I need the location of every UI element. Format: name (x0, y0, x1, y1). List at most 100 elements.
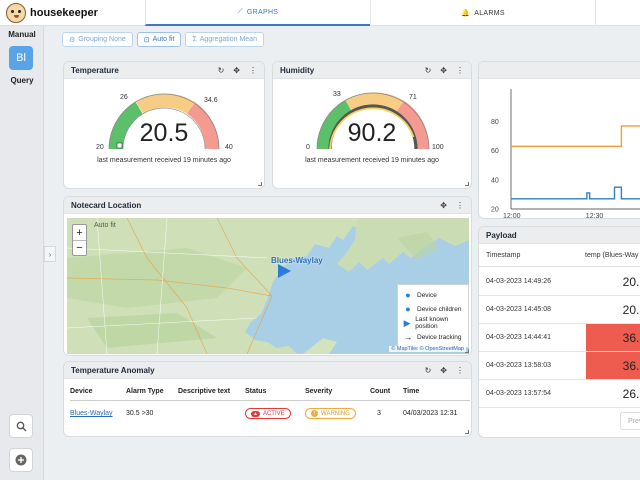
column-header: Timestamp (486, 252, 521, 259)
payload-card: Payload Timestamp temp (Blues-Way 04-03-… (478, 226, 640, 438)
app-logo[interactable]: housekeeper (6, 3, 98, 23)
series-line-0 (511, 125, 640, 148)
prev-page-button[interactable]: Prev (620, 412, 640, 430)
warning-icon: ! (311, 410, 318, 417)
card-title: Humidity (280, 65, 315, 75)
column-header: temp (Blues-Way (585, 252, 639, 259)
move-icon[interactable]: ✥ (233, 65, 240, 75)
temp-cell: 20.5 (622, 274, 640, 289)
gauge-max-label: 40 (225, 144, 233, 151)
time-cell: 04/03/2023 12:31 (403, 410, 458, 417)
grouping-button[interactable]: ⚙ Grouping None (62, 32, 133, 47)
aggregation-label: Aggregation Mean (199, 36, 257, 43)
refresh-icon[interactable]: ↻ (217, 65, 225, 75)
notecard-location-card: Notecard Location ✥ ⋮ + − Auto (63, 196, 472, 356)
column-header: Time (403, 388, 420, 395)
legend-item: → Device tracking (402, 330, 464, 344)
temperature-anomaly-card: Temperature Anomaly ↻ ✥ ⋮ Device Alarm T… (63, 361, 472, 437)
aggregation-button[interactable]: Σ Aggregation Mean (185, 32, 264, 47)
gauge-low-label: 33 (333, 91, 341, 98)
flag-icon[interactable] (277, 264, 293, 280)
gauge-value: 90.2 (347, 119, 397, 147)
more-menu-icon[interactable]: ⋮ (456, 65, 464, 75)
card-title: Payload (486, 230, 517, 240)
refresh-icon[interactable]: ↻ (424, 65, 432, 75)
gauge-min-label: 0 (306, 144, 310, 151)
temp-cell: 26.5 (622, 386, 640, 401)
search-icon (16, 421, 26, 431)
legend-item: ● Device children (402, 302, 464, 316)
gauge-high-label: 34.6 (204, 97, 218, 104)
temperature-card: Temperature ↻ ✥ ⋮ 20 26 34.6 40 20.5 las… (63, 61, 265, 189)
temperature-gauge (108, 93, 220, 150)
rail-query-label: Query (10, 76, 34, 85)
table-row: 04-03-2023 14:44:41 36.5 (479, 324, 640, 352)
pin-icon: ● (405, 290, 411, 300)
move-icon[interactable]: ✥ (440, 200, 447, 210)
resize-handle[interactable] (465, 182, 469, 186)
move-icon[interactable]: ✥ (440, 365, 447, 375)
column-header: Alarm Type (126, 388, 164, 395)
top-bar: housekeeper ⟋ GRAPHS 🔔 ALARMS (0, 0, 640, 26)
arrow-icon: → (403, 332, 413, 342)
bell-icon: 🔔 (461, 10, 471, 17)
zoom-control: + − (72, 224, 87, 256)
map-view[interactable]: + − Auto fit Blues-Waylay ● Device ● Devic… (67, 218, 469, 354)
header-divider (70, 400, 470, 401)
last-measurement-note: last measurement received 19 minutes ago (305, 157, 439, 164)
hamster-logo-icon (6, 3, 26, 23)
series-line-1 (511, 186, 640, 200)
card-header: Temperature Anomaly ↻ ✥ ⋮ (64, 362, 471, 379)
column-header: Severity (305, 388, 333, 395)
legend-item: ▶ Last known position (402, 316, 464, 330)
tab-alarms[interactable]: 🔔 ALARMS (370, 0, 595, 26)
gauge-min-label: 20 (96, 144, 104, 151)
tab-alarms-label: ALARMS (474, 9, 505, 17)
column-header: Count (370, 388, 391, 395)
flag-icon: ▶ (403, 317, 411, 328)
gauge-low-label: 26 (120, 94, 128, 101)
add-button[interactable] (9, 448, 33, 472)
more-menu-icon[interactable]: ⋮ (456, 200, 464, 210)
legend-label: Device tracking (417, 333, 462, 341)
card-header (479, 62, 640, 79)
tab-overflow[interactable] (595, 0, 640, 26)
resize-handle[interactable] (465, 349, 469, 353)
autofit-button[interactable]: ⊡ Auto fit (136, 32, 182, 47)
avatar[interactable]: Bl (9, 46, 33, 70)
y-tick-label: 80 (491, 119, 499, 126)
table-row: 04-03-2023 13:57:54 26.5 (479, 380, 640, 408)
more-menu-icon[interactable]: ⋮ (249, 65, 257, 75)
tab-graphs-label: GRAPHS (246, 8, 279, 16)
plus-circle-icon (15, 454, 27, 466)
refresh-icon[interactable]: ↻ (424, 365, 432, 375)
temp-cell: 36.5 (586, 352, 640, 379)
move-icon[interactable]: ✥ (440, 65, 447, 75)
severity-badge: ! WARNING (305, 408, 356, 419)
app-name: housekeeper (30, 7, 98, 19)
column-header: Status (245, 388, 267, 395)
card-header: Humidity ↻ ✥ ⋮ (273, 62, 471, 79)
last-measurement-note: last measurement received 19 minutes ago (97, 157, 231, 164)
tab-graphs[interactable]: ⟋ GRAPHS (145, 0, 370, 26)
alarm-type-cell: 30.5 >30 (126, 410, 154, 417)
more-menu-icon[interactable]: ⋮ (456, 365, 464, 375)
grouping-label: Grouping None (78, 36, 126, 43)
zoom-in-button[interactable]: + (76, 226, 83, 239)
temp-cell: 36.5 (586, 324, 640, 351)
count-cell: 3 (377, 410, 381, 417)
map-autofit-label: Auto fit (94, 222, 116, 229)
card-title: Temperature (71, 65, 119, 75)
timestamp-cell: 04-03-2023 13:58:03 (486, 362, 551, 369)
resize-handle[interactable] (465, 430, 469, 434)
device-link[interactable]: Blues-Waylay (70, 410, 113, 417)
status-badge-label: ACTIVE (262, 410, 285, 417)
search-button[interactable] (9, 414, 33, 438)
map-attribution[interactable]: © MapTiler © OpenStreetMap (389, 346, 466, 352)
sidebar-toggle[interactable]: › (44, 246, 56, 262)
resize-handle[interactable] (258, 182, 262, 186)
zoom-out-button[interactable]: − (73, 240, 86, 255)
alarm-bell-icon: ▲ (251, 410, 260, 417)
